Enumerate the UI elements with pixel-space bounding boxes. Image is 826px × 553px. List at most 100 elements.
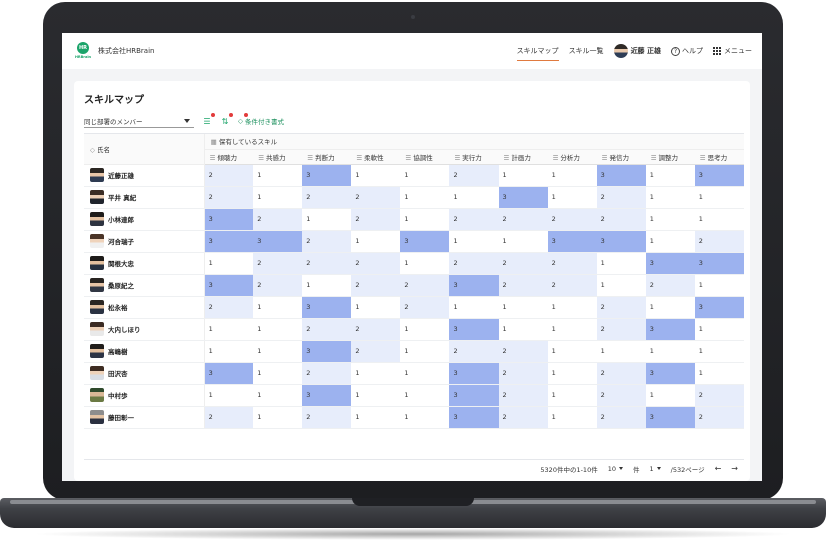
skill-level-cell[interactable]: 3 bbox=[645, 318, 695, 341]
conditional-format-button[interactable]: ◇ 条件付き書式 bbox=[238, 113, 284, 126]
skill-level-cell[interactable]: 3 bbox=[449, 318, 499, 341]
skill-level-cell[interactable]: 2 bbox=[498, 362, 548, 385]
skill-level-cell[interactable]: 2 bbox=[694, 406, 744, 429]
skill-level-cell[interactable]: 1 bbox=[351, 164, 401, 187]
skill-level-cell[interactable]: 2 bbox=[302, 318, 352, 341]
skill-level-cell[interactable]: 1 bbox=[351, 362, 401, 385]
skill-level-cell[interactable]: 1 bbox=[400, 252, 450, 275]
skill-level-cell[interactable]: 1 bbox=[645, 384, 695, 407]
table-row[interactable]: 藤田彰一 2 1 2 1 1 3 2 1 2 3 2 bbox=[84, 406, 744, 429]
skill-level-cell[interactable]: 2 bbox=[596, 362, 646, 385]
employee-cell[interactable]: 田沢杏 bbox=[84, 362, 205, 385]
skill-level-cell[interactable]: 1 bbox=[645, 296, 695, 319]
skill-level-cell[interactable]: 2 bbox=[253, 208, 303, 231]
skill-level-cell[interactable]: 3 bbox=[596, 230, 646, 253]
skill-level-cell[interactable]: 2 bbox=[302, 186, 352, 209]
skill-level-cell[interactable]: 2 bbox=[596, 384, 646, 407]
skill-level-cell[interactable]: 1 bbox=[302, 274, 352, 297]
skill-level-cell[interactable]: 3 bbox=[400, 230, 450, 253]
skill-column-header[interactable]: ☰ 傾聴力 bbox=[204, 149, 254, 165]
help-link[interactable]: ? ヘルプ bbox=[671, 46, 703, 56]
skill-level-cell[interactable]: 2 bbox=[302, 252, 352, 275]
filter-button[interactable]: ☰ bbox=[202, 113, 215, 126]
employee-cell[interactable]: 高嶋樹 bbox=[84, 340, 205, 363]
skill-level-cell[interactable]: 2 bbox=[351, 252, 401, 275]
skill-level-cell[interactable]: 2 bbox=[596, 186, 646, 209]
employee-cell[interactable]: 小林達郎 bbox=[84, 208, 205, 231]
skill-level-cell[interactable]: 1 bbox=[351, 296, 401, 319]
skill-level-cell[interactable]: 1 bbox=[547, 318, 597, 341]
skill-level-cell[interactable]: 2 bbox=[596, 296, 646, 319]
skill-level-cell[interactable]: 2 bbox=[498, 274, 548, 297]
skill-level-cell[interactable]: 1 bbox=[400, 384, 450, 407]
skill-level-cell[interactable]: 1 bbox=[596, 252, 646, 275]
user-menu[interactable]: 近藤 正雄 bbox=[613, 44, 661, 58]
skill-column-header[interactable]: ☰ 計画力 bbox=[498, 149, 548, 165]
skill-level-cell[interactable]: 2 bbox=[498, 340, 548, 363]
skill-level-cell[interactable]: 1 bbox=[253, 164, 303, 187]
table-row[interactable]: 高嶋樹 1 1 3 2 1 2 2 1 1 1 1 bbox=[84, 340, 744, 363]
skill-level-cell[interactable]: 3 bbox=[204, 230, 254, 253]
skill-level-cell[interactable]: 1 bbox=[547, 384, 597, 407]
skill-level-cell[interactable]: 1 bbox=[400, 318, 450, 341]
skill-level-cell[interactable]: 3 bbox=[302, 296, 352, 319]
skill-level-cell[interactable]: 1 bbox=[400, 362, 450, 385]
skill-level-cell[interactable]: 3 bbox=[645, 362, 695, 385]
skill-level-cell[interactable]: 3 bbox=[694, 164, 744, 187]
employee-cell[interactable]: 中村歩 bbox=[84, 384, 205, 407]
skill-level-cell[interactable]: 2 bbox=[351, 186, 401, 209]
skill-level-cell[interactable]: 3 bbox=[449, 362, 499, 385]
tab-skill-map[interactable]: スキルマップ bbox=[516, 41, 559, 61]
page-select[interactable]: 1 bbox=[649, 465, 661, 473]
skill-column-header[interactable]: ☰ 柔軟性 bbox=[351, 149, 401, 165]
skill-level-cell[interactable]: 2 bbox=[302, 362, 352, 385]
skill-level-cell[interactable]: 2 bbox=[547, 208, 597, 231]
skill-level-cell[interactable]: 2 bbox=[596, 406, 646, 429]
skill-level-cell[interactable]: 1 bbox=[596, 274, 646, 297]
skill-level-cell[interactable]: 3 bbox=[449, 406, 499, 429]
skill-level-cell[interactable]: 3 bbox=[694, 252, 744, 275]
skill-level-cell[interactable]: 2 bbox=[498, 406, 548, 429]
skill-level-cell[interactable]: 2 bbox=[449, 252, 499, 275]
skill-level-cell[interactable]: 2 bbox=[547, 274, 597, 297]
member-filter-select[interactable]: 同じ部署のメンバー bbox=[84, 114, 194, 128]
hrbrain-logo[interactable]: HR HRBrain bbox=[74, 42, 92, 60]
skill-level-cell[interactable]: 2 bbox=[449, 340, 499, 363]
skill-level-cell[interactable]: 1 bbox=[253, 296, 303, 319]
skill-level-cell[interactable]: 1 bbox=[449, 296, 499, 319]
skill-level-cell[interactable]: 2 bbox=[596, 318, 646, 341]
skill-level-cell[interactable]: 2 bbox=[204, 164, 254, 187]
table-row[interactable]: 河合瑞子 3 3 2 1 3 1 1 3 3 1 2 bbox=[84, 230, 744, 253]
skill-level-cell[interactable]: 1 bbox=[694, 208, 744, 231]
skill-level-cell[interactable]: 2 bbox=[302, 406, 352, 429]
employee-cell[interactable]: 平井 真紀 bbox=[84, 186, 205, 209]
skill-level-cell[interactable]: 1 bbox=[645, 164, 695, 187]
skill-level-cell[interactable]: 1 bbox=[694, 186, 744, 209]
skill-level-cell[interactable]: 2 bbox=[400, 296, 450, 319]
skill-level-cell[interactable]: 1 bbox=[645, 230, 695, 253]
skill-column-header[interactable]: ☰ 協調性 bbox=[400, 149, 450, 165]
skill-level-cell[interactable]: 2 bbox=[351, 274, 401, 297]
skill-level-cell[interactable]: 1 bbox=[204, 340, 254, 363]
skill-column-header[interactable]: ☰ 共感力 bbox=[253, 149, 303, 165]
employee-cell[interactable]: 河合瑞子 bbox=[84, 230, 205, 253]
skill-level-cell[interactable]: 1 bbox=[694, 274, 744, 297]
employee-cell[interactable]: 大内しほり bbox=[84, 318, 205, 341]
skill-level-cell[interactable]: 3 bbox=[449, 274, 499, 297]
skill-level-cell[interactable]: 1 bbox=[547, 340, 597, 363]
skill-level-cell[interactable]: 2 bbox=[498, 252, 548, 275]
skill-level-cell[interactable]: 1 bbox=[449, 186, 499, 209]
skill-level-cell[interactable]: 2 bbox=[253, 274, 303, 297]
skill-level-cell[interactable]: 3 bbox=[694, 296, 744, 319]
skill-level-cell[interactable]: 1 bbox=[498, 230, 548, 253]
skill-level-cell[interactable]: 1 bbox=[645, 340, 695, 363]
skill-level-cell[interactable]: 1 bbox=[547, 186, 597, 209]
skill-level-cell[interactable]: 2 bbox=[645, 274, 695, 297]
skill-level-cell[interactable]: 3 bbox=[302, 164, 352, 187]
skill-level-cell[interactable]: 1 bbox=[253, 406, 303, 429]
skill-level-cell[interactable]: 2 bbox=[498, 208, 548, 231]
skill-level-cell[interactable]: 2 bbox=[547, 252, 597, 275]
skill-level-cell[interactable]: 2 bbox=[449, 164, 499, 187]
table-row[interactable]: 中村歩 1 1 3 1 1 3 2 1 2 1 2 bbox=[84, 384, 744, 407]
skill-level-cell[interactable]: 1 bbox=[253, 318, 303, 341]
